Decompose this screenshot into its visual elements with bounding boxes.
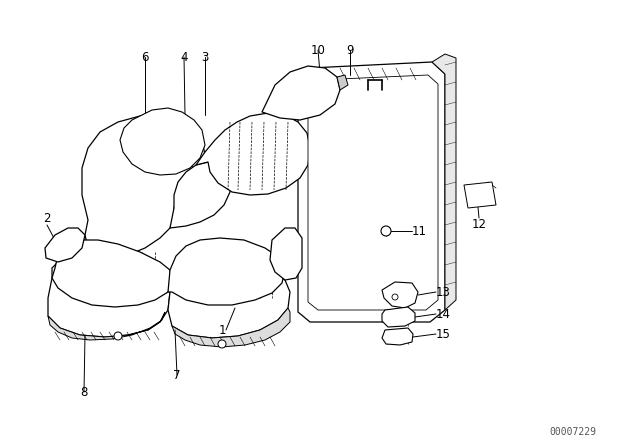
Polygon shape	[45, 228, 85, 262]
Polygon shape	[382, 328, 413, 345]
Polygon shape	[48, 312, 165, 340]
Polygon shape	[337, 75, 348, 90]
Polygon shape	[382, 282, 418, 308]
Text: 1: 1	[218, 323, 226, 336]
Polygon shape	[262, 66, 340, 120]
Polygon shape	[120, 108, 205, 175]
Polygon shape	[270, 228, 302, 280]
Text: 13: 13	[436, 285, 451, 298]
Text: 4: 4	[180, 51, 188, 64]
Polygon shape	[52, 240, 172, 307]
Circle shape	[218, 340, 226, 348]
Polygon shape	[308, 75, 438, 310]
Circle shape	[114, 332, 122, 340]
Polygon shape	[432, 54, 456, 310]
Text: 14: 14	[436, 307, 451, 320]
Polygon shape	[464, 182, 496, 208]
Text: 00007229: 00007229	[550, 427, 596, 437]
Circle shape	[392, 294, 398, 300]
Polygon shape	[170, 162, 230, 228]
Text: 11: 11	[412, 224, 427, 237]
Text: 12: 12	[472, 218, 486, 231]
Text: 10: 10	[310, 43, 325, 56]
Text: 7: 7	[173, 369, 180, 382]
Text: 6: 6	[141, 51, 148, 64]
Polygon shape	[382, 307, 415, 327]
Polygon shape	[48, 258, 170, 337]
Polygon shape	[172, 308, 290, 347]
Polygon shape	[298, 68, 318, 86]
Text: 15: 15	[436, 327, 451, 340]
Polygon shape	[298, 62, 445, 322]
Polygon shape	[168, 260, 290, 338]
Text: 3: 3	[202, 51, 209, 64]
Circle shape	[381, 226, 391, 236]
Polygon shape	[196, 113, 310, 195]
Text: 8: 8	[80, 385, 88, 399]
Polygon shape	[168, 238, 285, 305]
Text: 5: 5	[271, 251, 278, 264]
Text: 2: 2	[44, 212, 51, 225]
Polygon shape	[82, 116, 205, 258]
Text: 9: 9	[346, 43, 354, 56]
